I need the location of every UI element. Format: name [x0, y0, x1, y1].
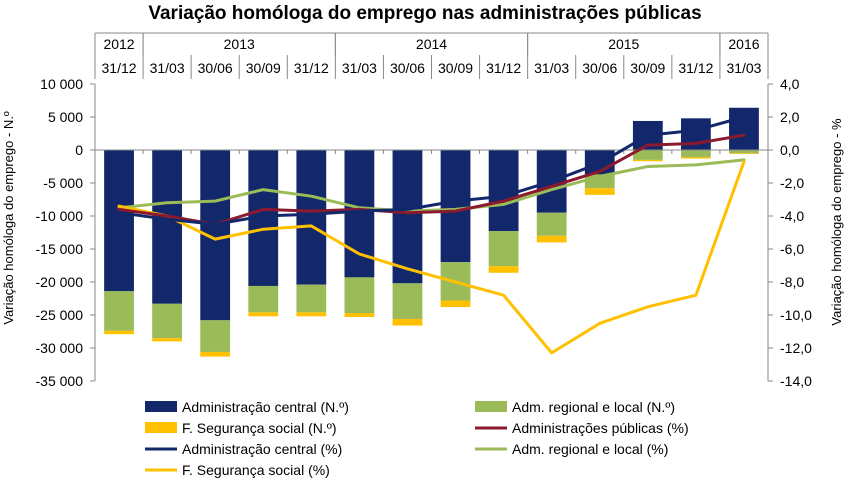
bar-segment: [729, 108, 759, 150]
bar-segment: [393, 150, 423, 283]
bar-segment: [681, 157, 711, 158]
left-tick-label: -20 000: [36, 274, 84, 290]
bar-segment: [152, 338, 182, 341]
bar-segment: [489, 150, 519, 231]
bar-segment: [489, 266, 519, 273]
bar-segment: [200, 352, 230, 357]
legend-swatch: [145, 401, 177, 412]
date-label: 31/03: [726, 60, 761, 76]
year-label: 2015: [608, 36, 639, 52]
legend-label: Administração central (%): [182, 441, 342, 457]
legend-label: Adm. regional e local (%): [512, 441, 668, 457]
date-label: 31/03: [534, 60, 569, 76]
bar-segment: [296, 285, 326, 313]
legend-label: F. Segurança social (N.º): [182, 420, 337, 436]
bar-segment: [489, 231, 519, 266]
bar-segment: [104, 291, 134, 331]
date-label: 31/12: [486, 60, 521, 76]
bar-segment: [104, 150, 134, 291]
date-label: 30/06: [390, 60, 425, 76]
date-label: 31/03: [342, 60, 377, 76]
left-tick-label: -10 000: [36, 208, 84, 224]
right-tick-label: -6,0: [780, 241, 804, 257]
bar-segment: [296, 312, 326, 316]
right-tick-label: 2,0: [780, 109, 800, 125]
legend-item: Administração central (N.º): [145, 399, 349, 415]
left-tick-label: -15 000: [36, 241, 84, 257]
legend-label: Administrações públicas (%): [512, 420, 689, 436]
date-label: 30/09: [246, 60, 281, 76]
legend-swatch: [145, 422, 177, 433]
bar-segment: [344, 277, 374, 313]
bar-segment: [393, 319, 423, 326]
bar-segment: [152, 150, 182, 304]
legend-item: Adm. regional e local (N.º): [475, 399, 675, 415]
y-axis-right-label: Variação homóloga do emprego - %: [829, 118, 844, 326]
date-label: 30/09: [438, 60, 473, 76]
right-tick-label: -8,0: [780, 274, 804, 290]
bar-segment: [248, 286, 278, 312]
left-tick-label: -30 000: [36, 340, 84, 356]
right-tick-label: -14,0: [780, 373, 812, 389]
right-tick-label: -2,0: [780, 175, 804, 191]
right-tick-label: -12,0: [780, 340, 812, 356]
bar-segment: [441, 300, 471, 307]
legend: Administração central (N.º) Adm. regional…: [145, 399, 689, 478]
legend-item: Administrações públicas (%): [475, 420, 689, 436]
year-label: 2013: [224, 36, 255, 52]
date-label: 31/12: [678, 60, 713, 76]
legend-label: Administração central (N.º): [182, 399, 349, 415]
bar-segment: [393, 283, 423, 319]
chart-title: Variação homóloga do emprego nas adminis…: [148, 3, 701, 24]
right-tick-label: -4,0: [780, 208, 804, 224]
period-header: 2012 2013 2014 2015 2016 31/12 31/03 30/06 30/09…: [95, 33, 768, 79]
date-label: 30/06: [582, 60, 617, 76]
left-tick-label: 5 000: [48, 109, 83, 125]
left-tick-label: -25 000: [36, 307, 84, 323]
year-label: 2014: [416, 36, 447, 52]
bar-segment: [296, 150, 326, 285]
bar-segment: [729, 153, 759, 154]
bar-segment: [633, 160, 663, 161]
right-tick-label: -10,0: [780, 307, 812, 323]
legend-item: F. Segurança social (%): [145, 462, 330, 478]
date-label: 31/12: [102, 60, 137, 76]
left-tick-label: 0: [75, 142, 83, 158]
legend-label: F. Segurança social (%): [182, 462, 330, 478]
bar-segment: [537, 236, 567, 243]
date-label: 31/03: [150, 60, 185, 76]
bar-segment: [200, 320, 230, 352]
bar-segment: [441, 150, 471, 262]
y-axis-left-label: Variação homóloga do emprego - N.º: [1, 111, 16, 325]
date-label: 31/12: [294, 60, 329, 76]
bar-segment: [152, 304, 182, 338]
bar-segment: [344, 313, 374, 317]
date-label: 30/09: [630, 60, 665, 76]
left-tick-label: -35 000: [36, 373, 84, 389]
legend-item: F. Segurança social (N.º): [145, 420, 337, 436]
legend-item: Adm. regional e local (%): [475, 441, 668, 457]
right-tick-label: 4,0: [780, 76, 800, 92]
legend-label: Adm. regional e local (N.º): [512, 399, 675, 415]
legend-swatch: [475, 401, 507, 412]
bar-segment: [681, 150, 711, 157]
year-label: 2016: [728, 36, 759, 52]
legend-item: Administração central (%): [145, 441, 342, 457]
bar-segment: [585, 188, 615, 195]
right-tick-label: 0,0: [780, 142, 800, 158]
bar-segment: [104, 331, 134, 334]
left-tick-label: 10 000: [40, 76, 83, 92]
bar-segment: [248, 312, 278, 316]
left-tick-label: -5 000: [43, 175, 83, 191]
date-label: 30/06: [198, 60, 233, 76]
year-label: 2012: [103, 36, 134, 52]
bar-segment: [537, 213, 567, 236]
